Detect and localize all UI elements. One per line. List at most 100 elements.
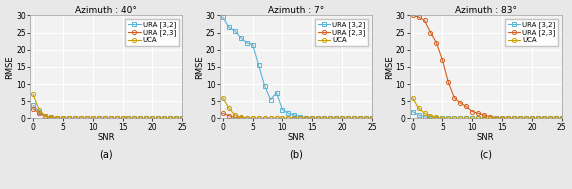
URA [3,2] — [297, 116, 304, 118]
URA [3,2] — [321, 117, 328, 119]
URA [2,3] — [529, 117, 535, 119]
URA [2,3] — [220, 112, 227, 114]
URA [3,2] — [96, 117, 102, 119]
URA [3,2] — [89, 117, 96, 119]
URA [2,3] — [433, 42, 440, 44]
UCA — [333, 117, 340, 119]
UCA — [297, 117, 304, 119]
URA [3,2] — [107, 117, 114, 120]
Line: URA [3,2]: URA [3,2] — [31, 103, 184, 121]
URA [2,3] — [421, 19, 428, 22]
UCA — [303, 117, 310, 119]
URA [3,2] — [42, 115, 49, 117]
UCA — [155, 117, 162, 119]
URA [3,2] — [534, 117, 541, 119]
URA [3,2] — [499, 117, 506, 119]
URA [3,2] — [315, 117, 321, 119]
URA [3,2] — [30, 104, 37, 107]
Line: UCA: UCA — [411, 96, 564, 120]
UCA — [499, 117, 506, 119]
URA [2,3] — [285, 117, 292, 120]
UCA — [89, 117, 96, 119]
URA [3,2] — [439, 117, 446, 119]
URA [3,2] — [35, 110, 42, 113]
URA [3,2] — [101, 117, 108, 120]
URA [2,3] — [363, 117, 370, 120]
URA [3,2] — [65, 117, 72, 119]
URA [3,2] — [541, 117, 547, 119]
UCA — [47, 116, 54, 119]
URA [3,2] — [511, 117, 518, 119]
UCA — [285, 117, 292, 119]
UCA — [351, 117, 358, 119]
UCA — [178, 117, 185, 119]
URA [3,2] — [161, 117, 168, 120]
UCA — [529, 117, 535, 119]
URA [2,3] — [267, 117, 274, 120]
UCA — [261, 117, 268, 119]
Line: URA [2,3]: URA [2,3] — [31, 107, 184, 121]
UCA — [255, 117, 262, 119]
URA [2,3] — [125, 117, 132, 120]
URA [2,3] — [261, 117, 268, 119]
Title: Azimuth : 83°: Azimuth : 83° — [455, 5, 517, 15]
URA [3,2] — [363, 117, 370, 119]
URA [3,2] — [143, 117, 150, 120]
UCA — [267, 117, 274, 119]
UCA — [541, 117, 547, 119]
URA [2,3] — [546, 117, 553, 119]
URA [2,3] — [445, 81, 452, 84]
URA [3,2] — [469, 117, 476, 119]
URA [2,3] — [137, 117, 144, 120]
UCA — [511, 117, 518, 119]
UCA — [137, 117, 144, 119]
UCA — [249, 117, 256, 119]
URA [3,2] — [463, 117, 470, 119]
Y-axis label: RMSE: RMSE — [195, 55, 204, 79]
URA [2,3] — [42, 115, 49, 118]
URA [3,2] — [255, 64, 262, 66]
URA [2,3] — [273, 117, 280, 120]
Title: Azimuth : 7°: Azimuth : 7° — [268, 5, 324, 15]
URA [3,2] — [487, 117, 494, 119]
URA [3,2] — [480, 117, 487, 119]
URA [3,2] — [173, 117, 180, 120]
URA [3,2] — [529, 117, 535, 119]
URA [3,2] — [421, 116, 428, 118]
URA [2,3] — [178, 117, 185, 120]
UCA — [339, 117, 345, 119]
UCA — [279, 117, 286, 119]
UCA — [469, 117, 476, 119]
UCA — [113, 117, 120, 119]
URA [3,2] — [339, 117, 345, 119]
UCA — [149, 117, 156, 119]
UCA — [457, 117, 464, 119]
URA [3,2] — [167, 117, 174, 120]
URA [2,3] — [439, 59, 446, 61]
URA [2,3] — [54, 117, 61, 119]
UCA — [475, 117, 482, 119]
URA [2,3] — [243, 117, 250, 119]
URA [2,3] — [101, 117, 108, 120]
UCA — [415, 107, 422, 109]
UCA — [167, 117, 174, 119]
URA [2,3] — [167, 117, 174, 120]
UCA — [35, 109, 42, 111]
URA [2,3] — [155, 117, 162, 120]
URA [2,3] — [534, 117, 541, 119]
URA [2,3] — [65, 117, 72, 119]
URA [2,3] — [30, 108, 37, 110]
UCA — [558, 117, 565, 119]
URA [3,2] — [451, 117, 458, 119]
Y-axis label: RMSE: RMSE — [385, 55, 394, 79]
UCA — [143, 117, 150, 119]
UCA — [237, 116, 244, 119]
URA [2,3] — [84, 117, 90, 120]
URA [2,3] — [511, 117, 518, 119]
URA [3,2] — [279, 109, 286, 111]
URA [3,2] — [517, 117, 523, 119]
Line: URA [2,3]: URA [2,3] — [411, 13, 564, 120]
URA [2,3] — [47, 117, 54, 119]
URA [3,2] — [261, 85, 268, 87]
URA [3,2] — [475, 117, 482, 119]
